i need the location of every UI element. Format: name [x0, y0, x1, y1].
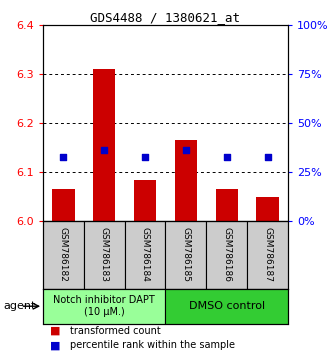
Text: percentile rank within the sample: percentile rank within the sample — [70, 340, 234, 350]
Point — [142, 155, 148, 160]
Text: ■: ■ — [50, 340, 60, 350]
Point — [183, 147, 189, 153]
Bar — [43, 221, 84, 289]
Text: GSM786185: GSM786185 — [181, 227, 190, 282]
Text: transformed count: transformed count — [70, 326, 160, 336]
Bar — [52, 189, 75, 221]
Bar — [84, 221, 125, 289]
Bar — [93, 69, 116, 221]
Point — [61, 155, 66, 160]
Bar — [215, 189, 238, 221]
Bar — [43, 289, 166, 324]
Text: DMSO control: DMSO control — [189, 301, 265, 311]
Text: GSM786187: GSM786187 — [263, 227, 272, 282]
Text: GSM786184: GSM786184 — [141, 227, 150, 282]
Point — [265, 155, 270, 160]
Text: agent: agent — [3, 301, 36, 311]
Bar — [256, 197, 279, 221]
Title: GDS4488 / 1380621_at: GDS4488 / 1380621_at — [90, 11, 241, 24]
Text: GSM786182: GSM786182 — [59, 227, 68, 282]
Bar — [175, 140, 197, 221]
Point — [224, 155, 229, 160]
Bar — [125, 221, 166, 289]
Text: GSM786186: GSM786186 — [222, 227, 231, 282]
Text: GSM786183: GSM786183 — [100, 227, 109, 282]
Bar — [247, 221, 288, 289]
Text: Notch inhibitor DAPT
(10 μM.): Notch inhibitor DAPT (10 μM.) — [53, 295, 155, 317]
Bar — [166, 221, 206, 289]
Point — [102, 147, 107, 153]
Bar — [166, 289, 288, 324]
Bar — [134, 179, 156, 221]
Text: ■: ■ — [50, 326, 60, 336]
Bar — [206, 221, 247, 289]
